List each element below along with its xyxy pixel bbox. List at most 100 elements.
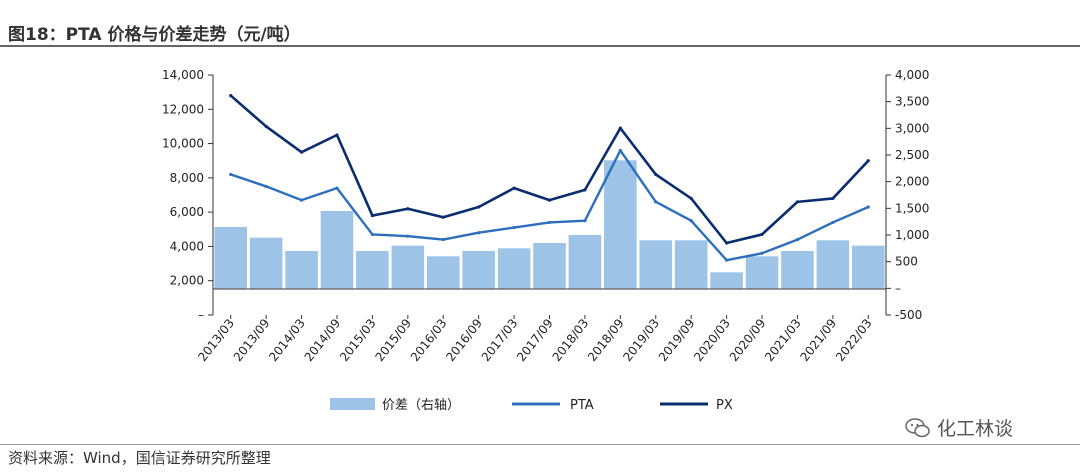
px-layer-point — [512, 186, 516, 190]
x-tick-label: 2020/09 — [727, 316, 769, 364]
legend-label-px: PX — [716, 398, 733, 413]
x-tick-label: 2014/03 — [266, 316, 308, 364]
pta-layer-point — [654, 200, 658, 204]
right-tick-label: 3,500 — [895, 95, 929, 109]
right-tick-label: 3,000 — [895, 121, 929, 135]
pta-layer-point — [477, 231, 481, 235]
x-tick-label: 2018/03 — [550, 316, 592, 364]
left-tick-label: 2,000 — [170, 274, 204, 288]
x-tick-label: 2017/09 — [514, 316, 556, 364]
pta-layer-point — [299, 198, 304, 202]
spread-bar — [249, 237, 283, 289]
left-ticks: – 2,000 4,000 6,000 8,000 10,000 12,000 14,000 — [162, 68, 213, 322]
left-tick-label: 10,000 — [162, 137, 204, 151]
spread-bar — [320, 211, 354, 289]
x-tick-label: 2017/03 — [479, 316, 521, 364]
left-tick-label: – — [198, 308, 204, 322]
px-layer-point — [618, 126, 622, 130]
spread-area-layer — [214, 160, 885, 289]
x-tick-label: 2016/09 — [443, 316, 485, 364]
figure-title: 图18：PTA 价格与价差走势（元/吨） — [8, 25, 301, 45]
x-tick-label: 2014/09 — [302, 316, 344, 364]
footer-divider — [0, 444, 1080, 445]
x-tick-label: 2013/09 — [231, 316, 273, 364]
pta-layer-point — [689, 219, 693, 223]
x-tick-label: 2018/09 — [585, 316, 627, 364]
x-tick-label: 2021/03 — [762, 316, 804, 364]
x-tick-label: 2021/09 — [798, 316, 840, 364]
pta-layer-point — [760, 251, 764, 255]
left-tick-label: 14,000 — [162, 68, 204, 82]
spread-bar — [285, 251, 318, 289]
pta-layer-point — [583, 219, 587, 223]
right-ticks: -500 – 500 1,000 1,500 2,000 2,500 3,000 3,500 4,… — [886, 68, 929, 322]
px-layer-point — [370, 213, 374, 218]
x-tick-label: 2019/03 — [620, 316, 662, 364]
spread-bar — [426, 256, 460, 289]
px-layer-point — [654, 172, 658, 177]
px-layer-point — [406, 207, 410, 211]
px-layer-point — [264, 124, 268, 129]
px-layer-point — [441, 215, 445, 219]
watermark: 化工林谈 — [905, 414, 1013, 441]
right-tick-label: -500 — [895, 308, 922, 322]
right-tick-label: – — [895, 281, 901, 295]
right-tick-label: 1,000 — [895, 228, 929, 242]
source-note: 资料来源：Wind，国信证券研究所整理 — [8, 449, 271, 467]
title-divider — [0, 45, 1080, 47]
plot-area — [214, 93, 885, 289]
pta-layer-point — [831, 220, 835, 225]
x-tick-label: 2015/09 — [372, 316, 414, 364]
wechat-icon — [905, 417, 930, 437]
legend: 价差（右轴） PTA PX — [330, 398, 733, 413]
left-tick-label: 12,000 — [162, 102, 204, 116]
spread-bar — [533, 243, 566, 289]
px-layer-point — [866, 159, 870, 163]
x-tick-label: 2019/09 — [656, 316, 698, 364]
pta-layer-point — [406, 234, 410, 238]
pta-layer-point — [547, 220, 552, 225]
x-tick-label: 2020/03 — [691, 316, 733, 364]
right-tick-label: 500 — [895, 255, 918, 269]
px-line-layer — [229, 93, 870, 245]
pta-line-layer — [229, 148, 870, 262]
pta-layer-point — [229, 172, 233, 177]
x-tick-label: 2015/03 — [337, 316, 379, 364]
spread-bar — [851, 245, 885, 289]
pta-layer-point — [866, 205, 870, 209]
chart: –2,0004,0006,0008,00010,00012,00014,000 … — [162, 68, 929, 413]
px-layer-point — [229, 93, 233, 98]
px-layer-point — [795, 200, 800, 204]
spread-bar — [214, 227, 248, 289]
px-layer-point — [583, 188, 587, 192]
right-tick-label: 2,000 — [895, 175, 929, 189]
spread-bar — [462, 251, 495, 289]
pta-layer-point — [795, 237, 800, 242]
pta-layer-point — [335, 186, 339, 190]
px-layer-point — [547, 198, 552, 202]
spread-bar — [745, 256, 779, 289]
left-tick-label: 6,000 — [170, 205, 204, 219]
spread-bar — [674, 240, 708, 289]
pta-layer-point — [441, 237, 445, 242]
spread-bar — [356, 251, 389, 289]
spread-bar — [710, 272, 743, 289]
right-tick-label: 2,500 — [895, 148, 929, 162]
x-tick-label: 2022/03 — [833, 316, 875, 364]
x-tick-label: 2013/03 — [195, 316, 237, 364]
spread-bar — [816, 240, 850, 289]
spread-bar — [391, 245, 425, 289]
legend-label-pta: PTA — [570, 398, 594, 413]
watermark-text: 化工林谈 — [937, 418, 1014, 440]
left-tick-label: 4,000 — [170, 239, 204, 253]
spread-bar — [497, 248, 531, 289]
pta-layer-point — [618, 148, 622, 153]
px-layer-point — [760, 232, 764, 237]
spread-bar — [604, 160, 637, 289]
px-layer-point — [335, 133, 339, 137]
legend-label-spread: 价差（右轴） — [382, 398, 460, 413]
px-layer-point — [725, 241, 729, 245]
spread-bar — [781, 251, 814, 289]
x-ticks: 2013/032013/092014/032014/092015/032015/… — [195, 315, 875, 364]
right-tick-label: 4,000 — [895, 68, 929, 82]
